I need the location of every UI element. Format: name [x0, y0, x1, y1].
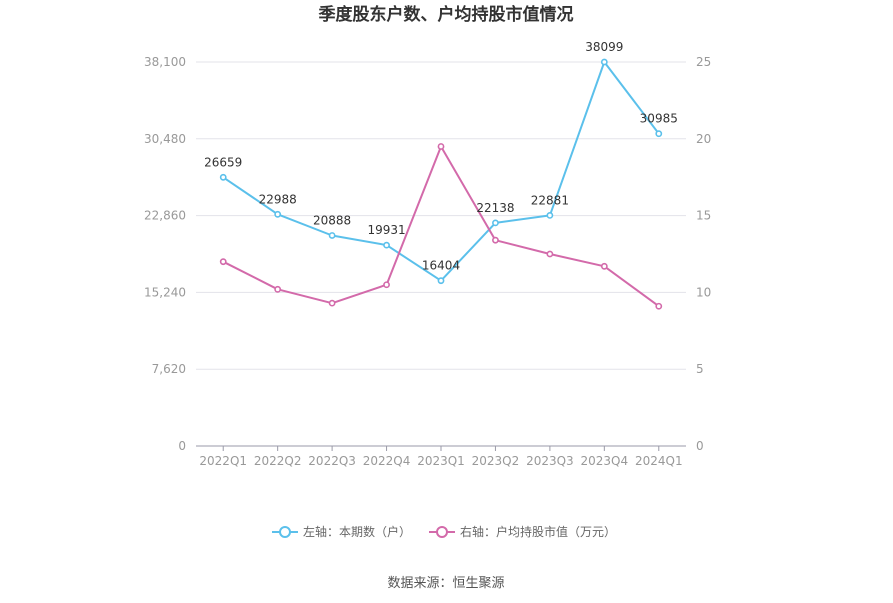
legend[interactable]: 左轴：本期数（户） 右轴：户均持股市值（万元）: [272, 524, 616, 539]
source-note: 数据来源：恒生聚源: [387, 576, 504, 591]
data-labels: 26659 22988 20888 19931 16404 22138 22881 38099…: [204, 40, 678, 273]
data-point: [274, 285, 282, 293]
data-label: 20888: [313, 213, 351, 227]
data-point: [546, 250, 554, 258]
left-axis-tick-label: 15,240: [144, 285, 186, 299]
legend-item-1[interactable]: 左轴：本期数（户）: [272, 524, 411, 539]
x-axis-tick-label: 2022Q4: [363, 454, 411, 468]
data-label: 38099: [585, 40, 623, 54]
chart-title: 季度股东户数、户均持股市值情况: [319, 4, 574, 25]
data-point: [219, 173, 227, 181]
data-label: 22138: [476, 201, 514, 215]
data-point: [437, 277, 445, 285]
right-axis-tick-label: 5: [696, 362, 704, 376]
data-point: [219, 258, 227, 266]
x-axis-tick-label: 2023Q2: [472, 454, 520, 468]
series-layer: [219, 58, 663, 310]
data-point: [274, 210, 282, 218]
data-point: [546, 211, 554, 219]
data-label: 19931: [367, 223, 405, 237]
data-point: [328, 299, 336, 307]
x-axis-tick-label: 2023Q1: [417, 454, 465, 468]
series-line-1: [222, 61, 660, 282]
data-label: 22881: [531, 193, 569, 207]
right-axis-tick-label: 10: [696, 285, 711, 299]
axes: 0 0 7,620 5 15,240 10 22,860 15 30,480 20 38,100 25…: [144, 55, 711, 468]
left-axis-tick-label: 0: [178, 439, 186, 453]
left-axis-tick-label: 30,480: [144, 132, 186, 146]
data-point: [437, 143, 445, 150]
data-point: [655, 302, 663, 310]
left-axis-tick-label: 7,620: [152, 362, 186, 376]
legend-circle-marker: [436, 526, 448, 538]
data-point: [492, 236, 499, 244]
right-axis-tick-label: 20: [696, 132, 711, 146]
data-point: [655, 130, 663, 138]
legend-item-2[interactable]: 右轴：户均持股市值（万元）: [429, 524, 616, 539]
legend-circle-marker: [279, 526, 291, 538]
x-axis-tick-label: 2022Q2: [254, 454, 302, 468]
right-axis-tick-label: 25: [696, 55, 711, 69]
legend-label: 左轴：本期数（户）: [303, 524, 411, 539]
left-axis-tick-label: 38,100: [144, 55, 186, 69]
data-point: [492, 219, 499, 227]
x-axis-tick-label: 2023Q3: [526, 454, 574, 468]
x-axis-tick-label: 2024Q1: [635, 454, 683, 468]
data-point: [383, 281, 390, 289]
data-point: [600, 262, 608, 270]
data-point: [328, 232, 336, 239]
x-axis-tick-label: 2022Q3: [308, 454, 356, 468]
data-point: [600, 58, 608, 66]
x-axis-tick-label: 2022Q1: [199, 454, 247, 468]
grid-lines: [196, 61, 686, 370]
x-axis-tick-label: 2023Q4: [581, 454, 629, 468]
legend-label: 右轴：户均持股市值（万元）: [460, 524, 616, 539]
data-label: 30985: [640, 112, 678, 126]
right-axis-tick-label: 15: [696, 209, 711, 223]
data-label: 22988: [259, 192, 297, 206]
data-point: [383, 241, 390, 249]
data-label: 16404: [422, 259, 460, 273]
right-axis-tick-label: 0: [696, 439, 704, 453]
data-label: 26659: [204, 155, 242, 169]
left-axis-tick-label: 22,860: [144, 209, 186, 223]
